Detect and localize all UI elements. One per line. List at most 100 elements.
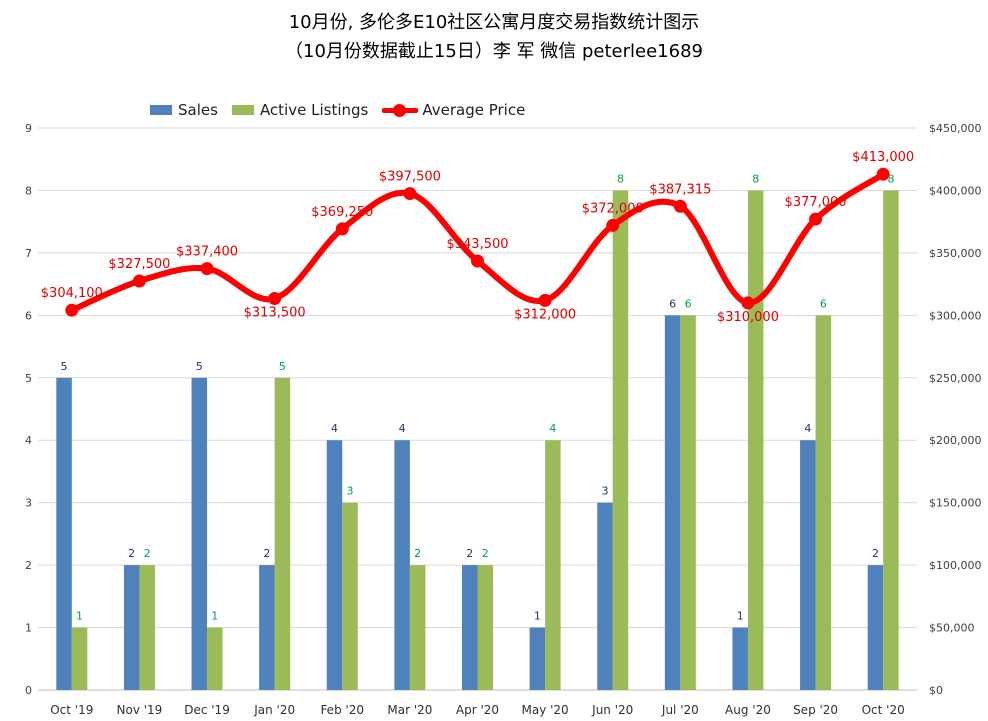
active-listings-bar bbox=[274, 377, 291, 690]
active-listings-bar bbox=[409, 565, 426, 690]
legend-item-active-listings: Active Listings bbox=[231, 101, 369, 119]
sales-bar bbox=[597, 502, 613, 690]
sales-data-label: 5 bbox=[196, 360, 203, 373]
average-price-data-label: $327,500 bbox=[108, 257, 170, 272]
left-axis-tick-label: 8 bbox=[25, 184, 32, 197]
right-axis-tick-label: $0 bbox=[929, 684, 943, 697]
active-listings-bar bbox=[477, 565, 493, 690]
average-price-data-label: $372,000 bbox=[582, 201, 644, 216]
active-listings-data-label: 1 bbox=[211, 610, 218, 623]
legend-swatch-active-listings bbox=[231, 105, 254, 115]
x-axis-tick-label: Jul '20 bbox=[661, 703, 699, 717]
x-axis-tick-label: Apr '20 bbox=[456, 703, 499, 717]
right-axis-tick-label: $100,000 bbox=[929, 559, 982, 572]
active-listings-bar bbox=[815, 315, 832, 690]
average-price-data-label: $343,500 bbox=[446, 237, 508, 252]
right-axis-tick-label: $350,000 bbox=[929, 247, 982, 260]
active-listings-bar bbox=[71, 627, 88, 690]
legend-label-active-listings: Active Listings bbox=[259, 101, 369, 119]
sales-bar bbox=[867, 565, 884, 690]
chart-subtitle: （10月份数据截止15日）李 军 微信 peterlee1689 bbox=[285, 41, 703, 62]
average-price-data-label: $304,100 bbox=[41, 286, 103, 301]
active-listings-bar bbox=[747, 190, 764, 690]
x-axis-tick-label: Nov '19 bbox=[117, 703, 163, 717]
sales-data-label: 1 bbox=[737, 610, 744, 623]
sales-data-label: 4 bbox=[804, 422, 811, 435]
right-axis-tick-label: $400,000 bbox=[929, 184, 982, 197]
average-price-point bbox=[809, 212, 823, 226]
average-price-data-label: $310,000 bbox=[717, 310, 779, 325]
x-axis-tick-label: Oct '19 bbox=[50, 703, 93, 717]
legend-label-average-price: Average Price bbox=[422, 101, 526, 119]
left-axis-tick-label: 0 bbox=[25, 684, 32, 697]
average-price-point bbox=[200, 262, 214, 276]
active-listings-bar bbox=[139, 565, 155, 690]
sales-bar bbox=[123, 565, 140, 690]
active-listings-data-label: 4 bbox=[549, 422, 556, 435]
sales-data-label: 5 bbox=[61, 360, 68, 373]
average-price-point bbox=[606, 218, 620, 232]
average-price-point bbox=[538, 293, 552, 307]
sales-bar bbox=[259, 565, 275, 690]
average-price-point bbox=[471, 254, 484, 268]
x-axis-tick-label: Oct '20 bbox=[862, 703, 905, 717]
legend: Sales Active Listings Average Price bbox=[150, 99, 539, 121]
active-listings-bar bbox=[612, 190, 629, 690]
left-axis-tick-label: 3 bbox=[25, 497, 32, 510]
active-listings-data-label: 1 bbox=[76, 610, 83, 623]
average-price-data-label: $413,000 bbox=[852, 150, 914, 165]
x-axis-tick-label: Aug '20 bbox=[725, 703, 771, 717]
active-listings-data-label: 5 bbox=[279, 360, 286, 373]
legend-item-sales: Sales bbox=[150, 101, 218, 119]
average-price-data-label: $397,500 bbox=[379, 170, 441, 185]
x-axis-tick-label: Jan '20 bbox=[253, 703, 295, 717]
active-listings-data-label: 8 bbox=[752, 172, 759, 185]
sales-bar bbox=[191, 377, 208, 690]
left-axis-tick-label: 1 bbox=[25, 622, 32, 635]
right-axis-tick-label: $250,000 bbox=[929, 372, 982, 385]
average-price-point bbox=[876, 167, 890, 181]
sales-data-label: 2 bbox=[128, 547, 135, 560]
active-listings-data-label: 8 bbox=[887, 172, 894, 185]
average-price-data-label: $313,500 bbox=[244, 305, 306, 320]
sales-data-label: 2 bbox=[263, 547, 270, 560]
x-axis-tick-label: Jun '20 bbox=[591, 703, 633, 717]
sales-bar bbox=[326, 440, 343, 690]
average-price-point bbox=[673, 199, 687, 213]
sales-data-label: 2 bbox=[872, 547, 879, 560]
legend-swatch-sales bbox=[150, 105, 172, 115]
active-listings-bar bbox=[342, 502, 358, 690]
x-axis-tick-label: May '20 bbox=[522, 703, 569, 717]
chart-title: 10月份, 多伦多E10社区公寓月度交易指数统计图示 bbox=[288, 12, 700, 33]
active-listings-data-label: 6 bbox=[820, 297, 827, 310]
average-price-point bbox=[132, 274, 146, 288]
active-listings-bar bbox=[545, 440, 561, 690]
average-price-point bbox=[65, 303, 79, 317]
average-price-data-label: $369,250 bbox=[311, 205, 373, 220]
active-listings-data-label: 3 bbox=[347, 485, 354, 498]
active-listings-data-label: 6 bbox=[685, 297, 692, 310]
average-price-data-label: $337,400 bbox=[176, 245, 238, 260]
active-listings-data-label: 2 bbox=[144, 547, 151, 560]
average-price-point bbox=[403, 187, 417, 201]
sales-bar bbox=[732, 627, 748, 690]
average-price-data-label: $312,000 bbox=[514, 307, 576, 322]
active-listings-bar bbox=[680, 315, 696, 690]
left-axis-tick-label: 5 bbox=[25, 372, 32, 385]
sales-bar bbox=[800, 440, 816, 690]
right-axis-tick-label: $200,000 bbox=[929, 434, 982, 447]
average-price-data-label: $387,315 bbox=[649, 182, 711, 197]
legend-swatch-average-price bbox=[382, 104, 419, 117]
average-price-point bbox=[268, 291, 282, 305]
x-axis-tick-label: Mar '20 bbox=[387, 703, 432, 717]
sales-data-label: 3 bbox=[601, 485, 608, 498]
right-axis-tick-label: $300,000 bbox=[929, 309, 982, 322]
right-axis-tick-label: $450,000 bbox=[929, 122, 982, 135]
left-axis-tick-label: 9 bbox=[25, 122, 32, 135]
left-axis-tick-label: 6 bbox=[25, 309, 32, 322]
sales-bar bbox=[56, 377, 72, 690]
average-price-data-label: $377,000 bbox=[785, 195, 847, 210]
active-listings-data-label: 2 bbox=[414, 547, 421, 560]
